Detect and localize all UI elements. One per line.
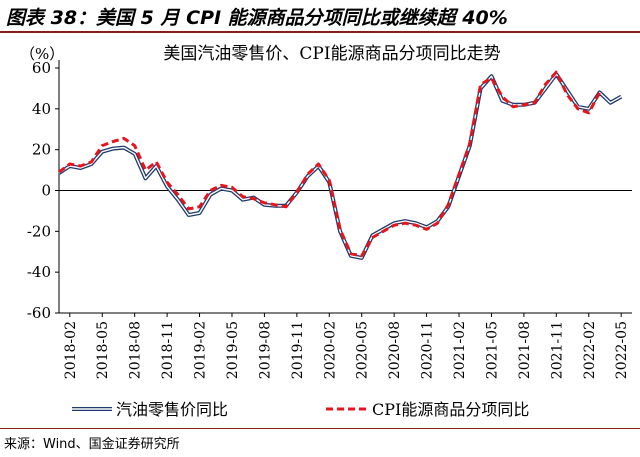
series-line-cpi-energy [58, 70, 601, 258]
x-tick-label: 2021-11 [549, 321, 565, 379]
y-tick-label: 0 [41, 182, 51, 200]
x-tick-label: 2018-02 [63, 321, 79, 379]
title-rule [0, 31, 640, 33]
source-note: 来源：Wind、国金证券研究所 [4, 437, 180, 452]
y-tick-label: 60 [32, 59, 51, 77]
chart-marks [57, 70, 623, 260]
legend-label-cpi-energy: CPI能源商品分项同比 [372, 400, 529, 419]
x-tick-label: 2018-05 [95, 321, 111, 379]
x-tick-label: 2022-05 [614, 321, 630, 379]
source-rule [0, 428, 640, 429]
x-tick-label: 2018-11 [160, 321, 176, 379]
x-tick-label: 2021-08 [517, 321, 533, 379]
y-axis-label: （%） [20, 45, 64, 63]
y-tick-label: 40 [32, 100, 51, 118]
chart-labels: 美国汽油零售价、CPI能源商品分项同比走势 （%） -60 -40 -20 0 20 40 60… [20, 44, 630, 419]
x-tick-label: 2020-11 [420, 321, 436, 379]
x-tick-label: 2019-11 [290, 321, 306, 379]
figure-title: 图表 38：美国 5 月 CPI 能源商品分项同比或继续超 40% [6, 7, 508, 29]
legend-label-gasoline: 汽油零售价同比 [116, 400, 228, 419]
x-tick-label: 2019-08 [257, 321, 273, 379]
chart-axes [55, 60, 632, 317]
y-tick-label: -60 [27, 304, 51, 322]
x-tick-label: 2020-05 [355, 321, 371, 379]
x-tick-label: 2022-02 [582, 321, 598, 379]
y-tick-label: -20 [27, 222, 51, 240]
chart-title: 美国汽油零售价、CPI能源商品分项同比走势 [163, 44, 500, 64]
x-tick-label: 2019-02 [193, 321, 209, 379]
x-tick-label: 2019-05 [225, 321, 241, 379]
line-chart: 美国汽油零售价、CPI能源商品分项同比走势 （%） -60 -40 -20 0 20 40 60… [20, 44, 632, 419]
x-tick-label: 2021-05 [484, 321, 500, 379]
x-tick-label: 2021-02 [452, 321, 468, 379]
x-tick-label: 2020-02 [322, 321, 338, 379]
y-tick-label: -40 [27, 263, 51, 281]
x-tick-label: 2018-08 [128, 321, 144, 379]
y-tick-label: 20 [32, 141, 51, 159]
x-tick-label: 2020-08 [387, 321, 403, 379]
